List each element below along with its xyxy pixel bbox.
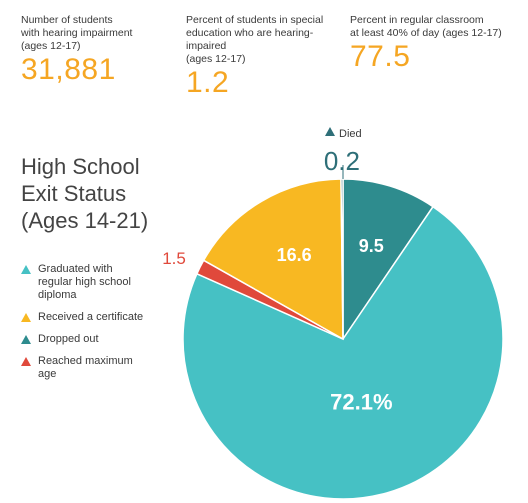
stat-label-line: Percent of students in special <box>186 14 324 26</box>
stat-label-line: (ages 12-17) <box>21 40 81 52</box>
stat-value: 31,881 <box>21 53 116 86</box>
legend-label-line: Dropped out <box>38 333 99 345</box>
legend-triangle-icon <box>21 357 31 366</box>
stat-label-line: with hearing impairment <box>21 27 133 39</box>
stat-percent-regular-classroom: Percent in regular classroom at least 40… <box>350 14 520 72</box>
stat-label: Percent in regular classroom at least 40… <box>350 14 520 40</box>
stat-students-hearing-impairment: Number of students with hearing impairme… <box>21 14 171 85</box>
chart-title-line: High School <box>21 154 140 179</box>
data-label-1-5: 1.5 <box>162 249 186 268</box>
chart-title-line: Exit Status <box>21 181 127 206</box>
legend-label-line: Reached maximum <box>38 355 133 367</box>
pie-slice-graduated-with-regular-high-school-diploma <box>182 205 504 500</box>
chart-legend: Graduated with regular high school diplo… <box>21 263 181 381</box>
stat-label-line: at least 40% of day (ages 12-17) <box>350 27 502 39</box>
pie-slice-received-a-certificate <box>202 178 344 341</box>
chart-title-line: (Ages 14-21) <box>21 208 149 233</box>
data-label-0-2: 0.2 <box>324 146 360 176</box>
legend-item-certificate: Received a certificate <box>21 311 181 324</box>
data-label-16-6: 16.6 <box>277 245 312 265</box>
legend-label-line: Graduated with <box>38 263 113 275</box>
legend-item-graduated: Graduated with regular high school diplo… <box>21 263 181 302</box>
legend-triangle-icon <box>21 313 31 322</box>
legend-label-line: age <box>38 368 57 380</box>
stat-label-line: education who are hearing-impaired <box>186 27 314 52</box>
legend-label-line: regular high school <box>38 276 131 288</box>
stat-value: 77.5 <box>350 40 411 73</box>
stat-label-line: (ages 12-17) <box>186 53 246 65</box>
data-label-72-1-: 72.1% <box>330 389 392 414</box>
stat-value: 1.2 <box>186 66 230 99</box>
legend-triangle-icon <box>21 335 31 344</box>
legend-label-line: Received a certificate <box>38 311 144 323</box>
stat-label-line: Number of students <box>21 14 113 26</box>
pie-slice-dropped-out <box>342 178 435 342</box>
data-label-9-5: 9.5 <box>359 236 384 256</box>
chart-title: High School Exit Status (Ages 14-21) <box>21 153 171 234</box>
stat-percent-special-education: Percent of students in special education… <box>186 14 341 98</box>
died-triangle-icon <box>325 127 335 136</box>
stat-label: Number of students with hearing impairme… <box>21 14 171 53</box>
legend-item-dropped-out: Dropped out <box>21 333 181 346</box>
legend-item-maximum-age: Reached maximum age <box>21 355 181 381</box>
stat-label-line: Percent in regular classroom <box>350 14 484 26</box>
stat-label: Percent of students in special education… <box>186 14 341 66</box>
died-label: Died <box>339 128 362 140</box>
legend-label-line: diploma <box>38 289 77 301</box>
legend-triangle-icon <box>21 265 31 274</box>
